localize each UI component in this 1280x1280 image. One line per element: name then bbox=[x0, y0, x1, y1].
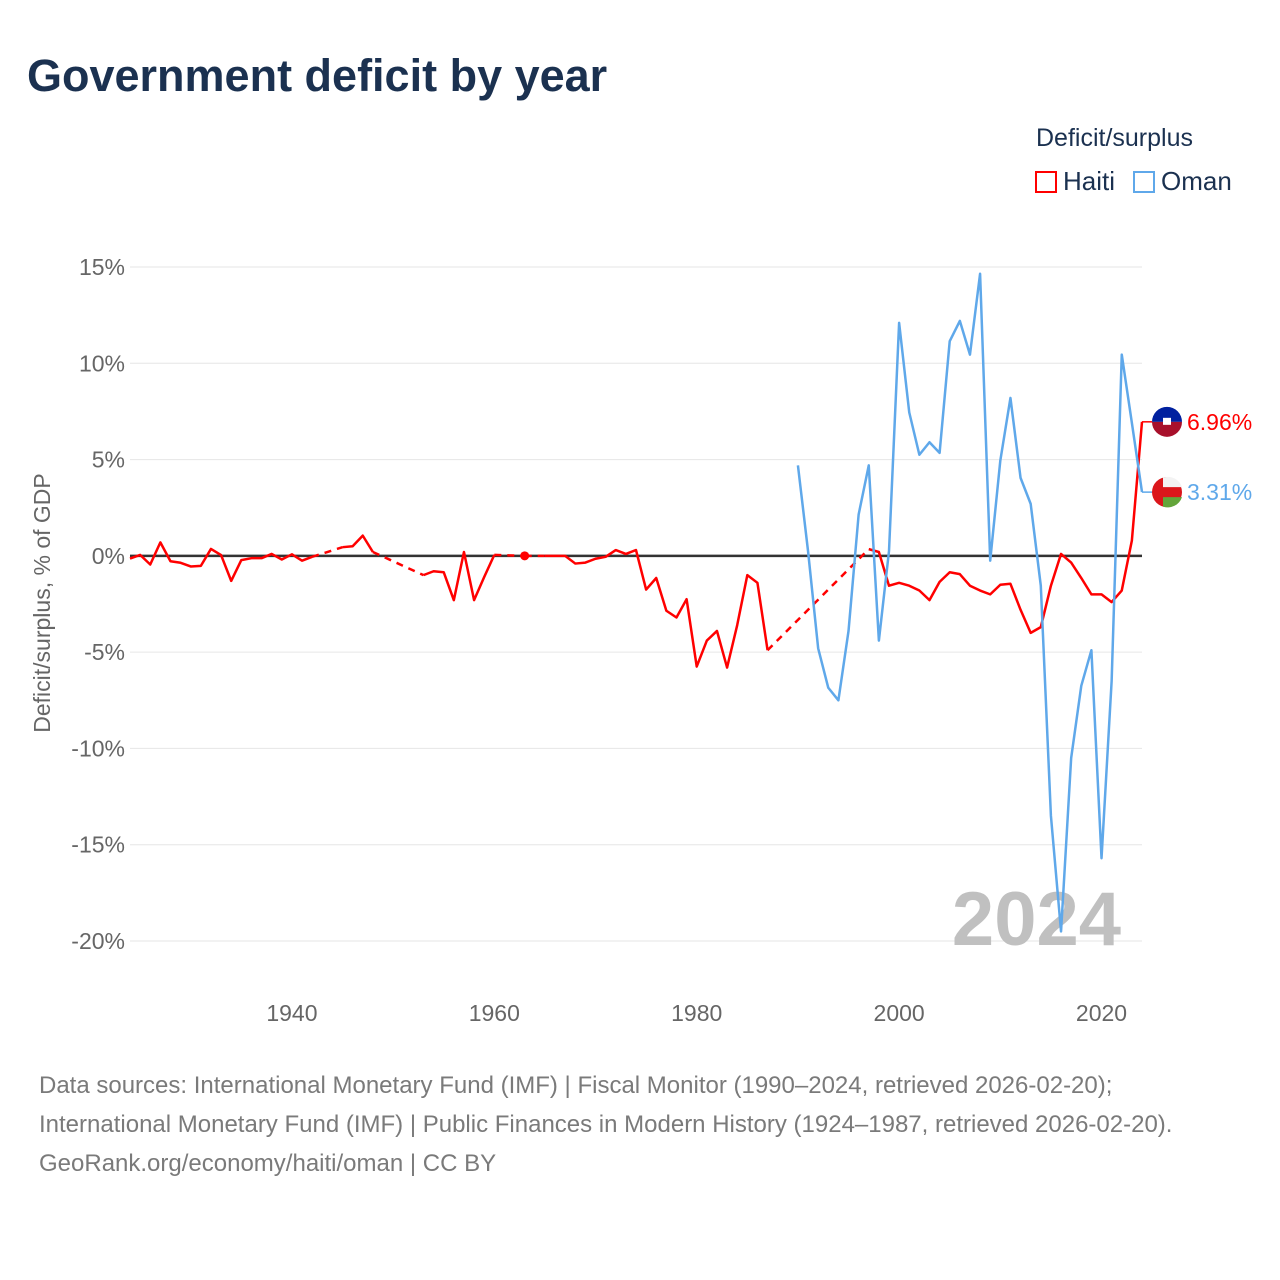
x-tick-label: 2020 bbox=[1076, 1000, 1127, 1026]
series-gap-haiti bbox=[311, 545, 343, 559]
y-tick-label: -10% bbox=[71, 735, 125, 761]
haiti-flag-icon-lower bbox=[1152, 421, 1182, 437]
x-tick-label: 1960 bbox=[469, 1000, 520, 1026]
series-gap-haiti bbox=[494, 553, 525, 558]
series-line-haiti bbox=[129, 541, 313, 583]
legend-title: Deficit/surplus bbox=[1036, 124, 1193, 152]
x-tick-label: 1940 bbox=[266, 1000, 317, 1026]
legend-swatch-oman bbox=[1133, 170, 1156, 193]
series-line-haiti bbox=[423, 550, 496, 602]
series-line-oman bbox=[796, 272, 1144, 933]
y-axis-title: Deficit/surplus, % of GDP bbox=[29, 473, 55, 732]
footer: Data sources: International Monetary Fun… bbox=[39, 1066, 1239, 1183]
legend-item-oman[interactable]: Oman bbox=[1133, 166, 1232, 197]
y-tick-label: -15% bbox=[71, 832, 125, 858]
x-tick-label: 1980 bbox=[671, 1000, 722, 1026]
series-line-haiti bbox=[544, 548, 769, 669]
y-tick-label: -5% bbox=[84, 639, 125, 665]
legend: Haiti Oman bbox=[1035, 166, 1232, 197]
y-tick-label: 0% bbox=[92, 543, 125, 569]
end-label-oman: 3.31% bbox=[1187, 479, 1252, 505]
y-tick-label: 10% bbox=[79, 350, 125, 376]
series-gap-haiti bbox=[372, 550, 424, 577]
legend-label-haiti: Haiti bbox=[1063, 166, 1116, 196]
end-label-haiti: 6.96% bbox=[1187, 409, 1252, 435]
y-tick-label: 5% bbox=[92, 447, 125, 473]
series-line-haiti bbox=[868, 421, 1144, 635]
credit-link[interactable]: GeoRank.org/economy/haiti/oman | CC BY bbox=[39, 1150, 497, 1177]
year-watermark: 2024 bbox=[952, 877, 1121, 962]
y-tick-label: 15% bbox=[79, 254, 125, 280]
series-gap-haiti bbox=[766, 548, 870, 652]
legend-label-oman: Oman bbox=[1161, 166, 1232, 196]
series-line-haiti bbox=[342, 534, 374, 553]
haiti-flag-emblem bbox=[1163, 417, 1171, 425]
oman-flag-green bbox=[1163, 497, 1182, 508]
legend-item-haiti[interactable]: Haiti bbox=[1035, 166, 1115, 197]
line-chart: 15% 10% 5% 0% -5% -10% -15% -20% 1940 1960 1980 200… bbox=[29, 254, 1252, 1026]
oman-flag-white bbox=[1163, 476, 1182, 488]
legend-swatch-haiti bbox=[1035, 170, 1057, 193]
chart-title: Government deficit by year bbox=[27, 50, 608, 101]
data-sources: Data sources: International Monetary Fun… bbox=[39, 1072, 1173, 1138]
x-tick-label: 2000 bbox=[874, 1000, 925, 1026]
haiti-flag-icon bbox=[1152, 406, 1182, 422]
y-tick-label: -20% bbox=[71, 928, 125, 954]
